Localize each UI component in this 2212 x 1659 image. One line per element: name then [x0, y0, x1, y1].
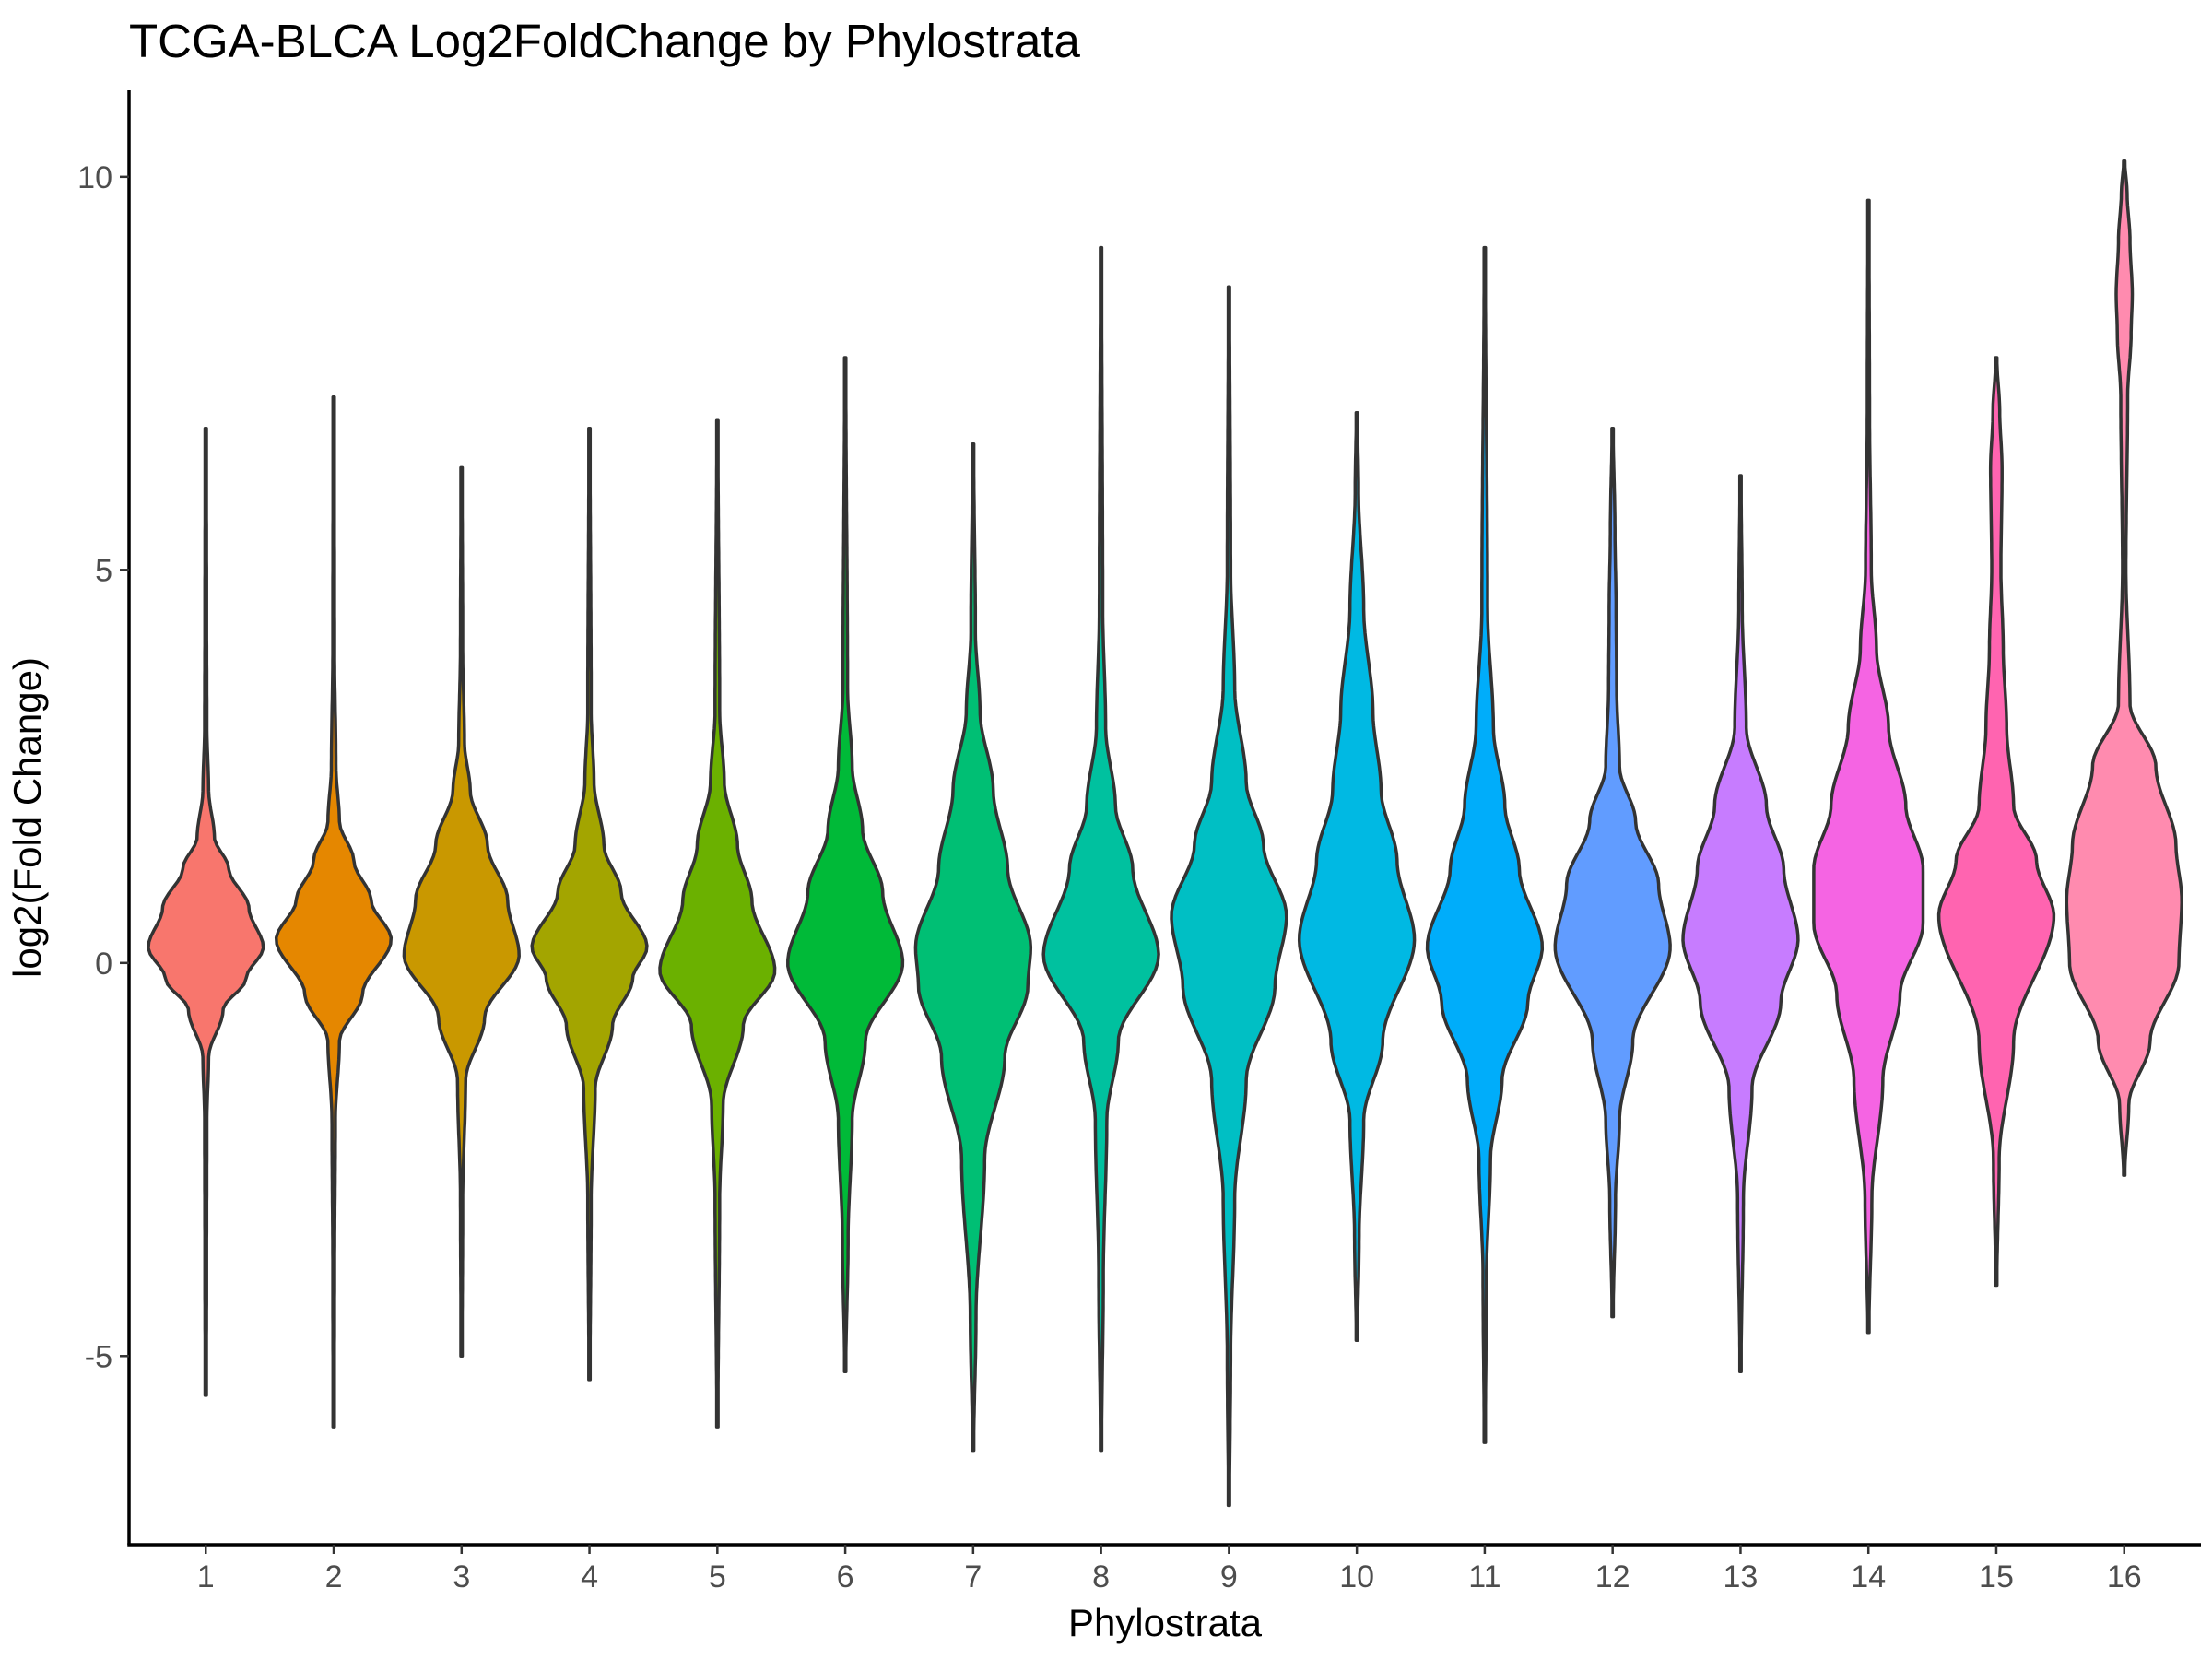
y-axis-ticks: -5 0 5 10 [77, 160, 129, 1374]
violin-phylostrata-1 [147, 427, 265, 1397]
x-tick-label: 14 [1851, 1559, 1886, 1594]
violin-group [147, 159, 2183, 1508]
x-tick-label: 5 [709, 1559, 726, 1594]
x-tick-label: 2 [325, 1559, 343, 1594]
violin-phylostrata-15 [1936, 356, 2056, 1288]
y-axis-title: log2(Fold Change) [6, 657, 49, 978]
x-tick-label: 3 [453, 1559, 470, 1594]
violin-phylostrata-12 [1553, 427, 1672, 1319]
y-tick-label: 5 [95, 553, 112, 588]
chart-title: TCGA-BLCA Log2FoldChange by Phylostrata [129, 15, 1081, 67]
x-tick-label: 15 [1979, 1559, 2014, 1594]
x-tick-label: 10 [1339, 1559, 1374, 1594]
violin-phylostrata-6 [786, 356, 905, 1374]
violin-phylostrata-4 [530, 427, 649, 1382]
violin-phylostrata-5 [658, 418, 777, 1429]
x-tick-label: 6 [837, 1559, 854, 1594]
x-tick-label: 4 [581, 1559, 598, 1594]
x-tick-label: 12 [1595, 1559, 1630, 1594]
x-tick-label: 1 [197, 1559, 215, 1594]
x-tick-label: 8 [1092, 1559, 1110, 1594]
violin-phylostrata-2 [274, 394, 394, 1429]
x-tick-label: 7 [964, 1559, 982, 1594]
y-tick-label: -5 [85, 1339, 112, 1374]
violin-phylostrata-7 [913, 442, 1033, 1453]
x-tick-label: 11 [1468, 1559, 1500, 1594]
violin-phylostrata-11 [1425, 245, 1545, 1444]
violin-phylostrata-16 [2065, 159, 2183, 1177]
x-axis-ticks: 1 2 3 4 5 6 7 8 9 10 11 12 13 14 15 16 [197, 1545, 2142, 1594]
x-tick-label: 13 [1724, 1559, 1759, 1594]
violin-phylostrata-14 [1812, 198, 1925, 1335]
x-axis-title: Phylostrata [1068, 1601, 1263, 1644]
x-tick-label: 16 [2107, 1559, 2142, 1594]
y-tick-label: 0 [95, 947, 112, 982]
violin-phylostrata-8 [1041, 245, 1160, 1453]
violin-phylostrata-10 [1297, 410, 1417, 1342]
y-tick-label: 10 [77, 160, 112, 195]
violin-phylostrata-3 [402, 465, 521, 1359]
violin-phylostrata-13 [1681, 474, 1800, 1374]
x-tick-label: 9 [1220, 1559, 1238, 1594]
violin-phylostrata-9 [1170, 285, 1288, 1508]
